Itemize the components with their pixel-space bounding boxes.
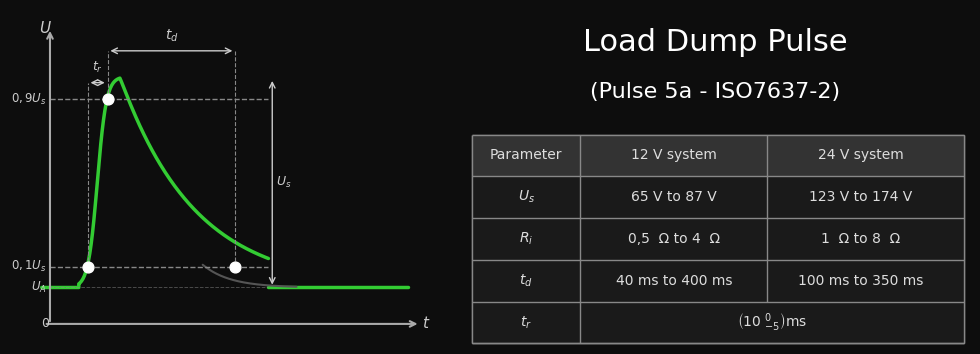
Text: $t_d$: $t_d$ <box>519 273 533 289</box>
Text: t: t <box>422 316 428 331</box>
Text: $\left(10\;{}^{0}_{-5}\right)$ms: $\left(10\;{}^{0}_{-5}\right)$ms <box>737 312 808 333</box>
Text: $U_s$: $U_s$ <box>275 175 291 190</box>
Text: 65 V to 87 V: 65 V to 87 V <box>631 190 716 204</box>
Text: Parameter: Parameter <box>490 148 563 162</box>
Text: Load Dump Pulse: Load Dump Pulse <box>583 28 848 57</box>
Text: 40 ms to 400 ms: 40 ms to 400 ms <box>615 274 732 288</box>
FancyBboxPatch shape <box>472 218 964 260</box>
Text: 123 V to 174 V: 123 V to 174 V <box>809 190 912 204</box>
Text: $R_i$: $R_i$ <box>519 231 533 247</box>
Text: $0,1U_s$: $0,1U_s$ <box>11 259 47 274</box>
Point <box>100 96 116 102</box>
Text: U: U <box>39 21 51 36</box>
Text: $U_A$: $U_A$ <box>31 280 47 295</box>
FancyBboxPatch shape <box>472 135 964 176</box>
FancyBboxPatch shape <box>472 302 964 343</box>
Point <box>227 264 243 269</box>
Text: 12 V system: 12 V system <box>631 148 716 162</box>
Text: (Pulse 5a - ISO7637-2): (Pulse 5a - ISO7637-2) <box>590 82 841 102</box>
Text: 100 ms to 350 ms: 100 ms to 350 ms <box>798 274 923 288</box>
Text: 0,5  Ω to 4  Ω: 0,5 Ω to 4 Ω <box>627 232 720 246</box>
Text: $0,9U_s$: $0,9U_s$ <box>11 92 47 107</box>
FancyBboxPatch shape <box>472 176 964 218</box>
Text: $t_d$: $t_d$ <box>165 28 178 44</box>
Point <box>79 264 95 269</box>
Text: $t_r$: $t_r$ <box>520 314 532 331</box>
Text: 1  Ω to 8  Ω: 1 Ω to 8 Ω <box>821 232 901 246</box>
Text: $U_s$: $U_s$ <box>517 189 535 205</box>
Text: $t_r$: $t_r$ <box>92 60 103 75</box>
FancyBboxPatch shape <box>472 260 964 302</box>
Text: 0: 0 <box>41 318 49 330</box>
Text: 24 V system: 24 V system <box>818 148 904 162</box>
